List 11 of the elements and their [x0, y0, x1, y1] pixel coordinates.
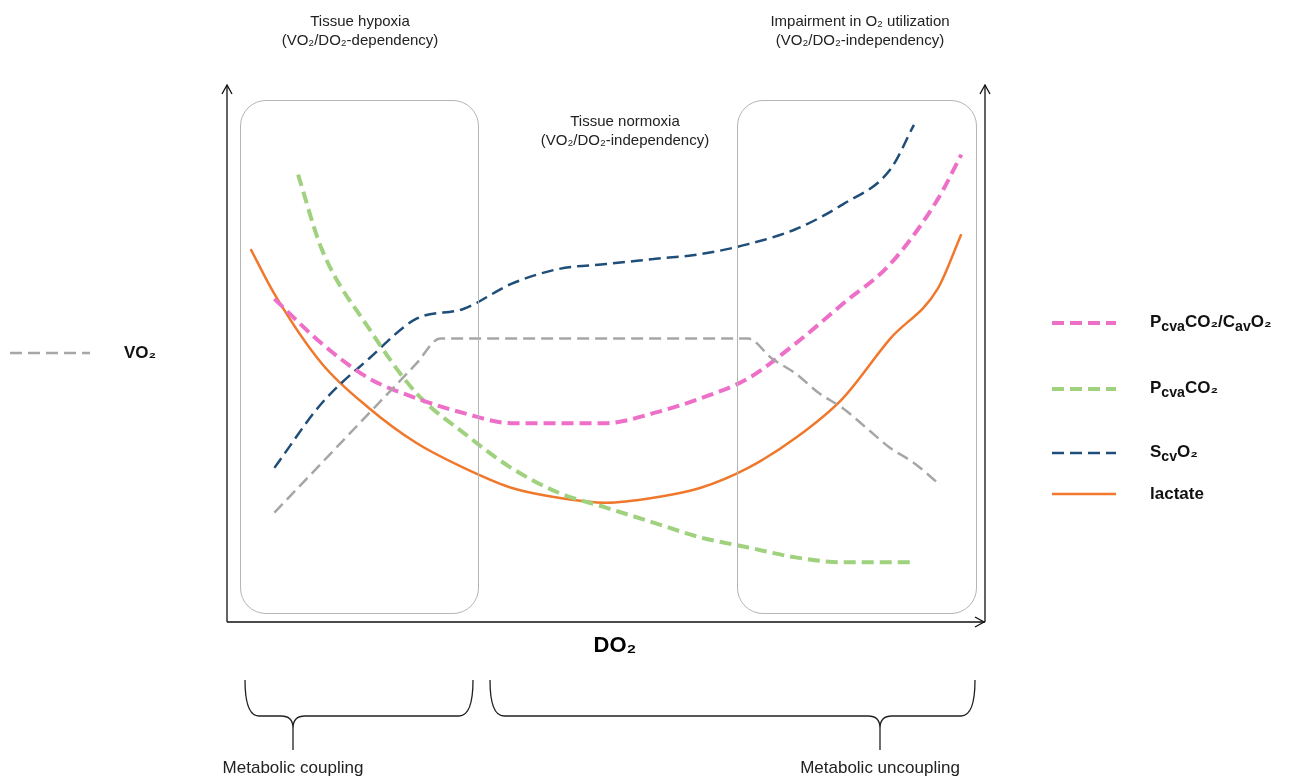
text: Impairment in O₂ utilization (VO₂/DO₂-independency) — [770, 12, 950, 50]
legend-label: VO₂ — [124, 343, 157, 363]
annotation: Tissue normoxia (VO₂/DO₂-independency) — [540, 112, 710, 150]
legend-label: P$_{cva}$CO₂ — [1150, 378, 1219, 401]
legend-label: S$_{cv}$O₂ — [1150, 442, 1198, 465]
text: Tissue hypoxia (VO₂/DO₂-dependency) — [281, 12, 439, 50]
legend-label: lactate — [1150, 484, 1204, 504]
x-axis-title: DO₂ — [593, 632, 637, 658]
legend-label: P$_{cva}$CO₂/C$_{av}$O₂ — [1150, 312, 1272, 335]
text: Metabolic coupling — [222, 757, 364, 779]
text: Metabolic uncoupling — [800, 757, 960, 779]
